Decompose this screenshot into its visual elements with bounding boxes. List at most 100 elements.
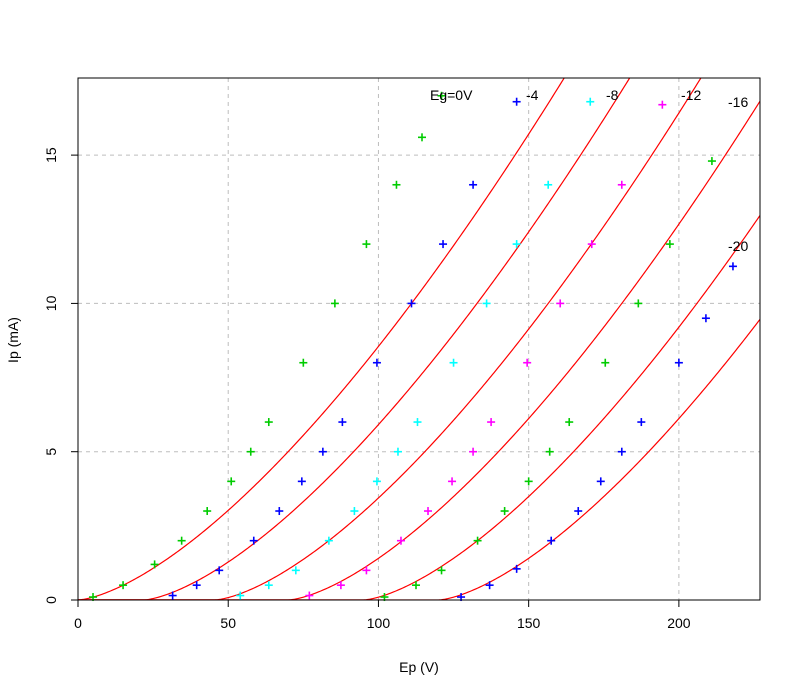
- data-point: [168, 591, 177, 600]
- data-point: [119, 581, 128, 590]
- y-axis-title: Ip (mA): [5, 317, 21, 363]
- curve-label: -4: [526, 87, 539, 103]
- data-point: [437, 91, 446, 100]
- y-tick-label: 10: [43, 295, 59, 311]
- fit-curve: [78, 215, 760, 600]
- data-point: [177, 536, 186, 545]
- data-point: [372, 477, 381, 486]
- data-point: [407, 299, 416, 308]
- data-point: [299, 358, 308, 367]
- data-point: [324, 536, 333, 545]
- data-point: [393, 447, 402, 456]
- curve-label: -12: [681, 87, 701, 103]
- y-tick-label: 5: [43, 448, 59, 456]
- data-point: [448, 477, 457, 486]
- data-point: [547, 536, 556, 545]
- data-point: [449, 358, 458, 367]
- data-points: [89, 91, 737, 602]
- data-point: [617, 447, 626, 456]
- fit-curve: [78, 78, 565, 600]
- data-point: [275, 507, 284, 516]
- y-tick-label: 15: [43, 147, 59, 163]
- data-point: [330, 299, 339, 308]
- data-point: [728, 262, 737, 271]
- data-point: [665, 240, 674, 249]
- data-point: [523, 358, 532, 367]
- data-point: [192, 581, 201, 590]
- data-point: [586, 97, 595, 106]
- grid-lines: [78, 78, 760, 600]
- data-point: [674, 358, 683, 367]
- fit-curve: [78, 100, 760, 600]
- data-point: [350, 507, 359, 516]
- data-point: [215, 566, 224, 575]
- data-point: [411, 581, 420, 590]
- fit-curves: [78, 78, 760, 600]
- data-point: [305, 591, 314, 600]
- data-point: [658, 100, 667, 109]
- data-point: [556, 299, 565, 308]
- fit-curve: [78, 318, 760, 600]
- data-point: [413, 418, 422, 427]
- data-point: [469, 447, 478, 456]
- curve-label: -8: [606, 87, 619, 103]
- data-point: [512, 564, 521, 573]
- data-point: [482, 299, 491, 308]
- data-point: [264, 418, 273, 427]
- data-point: [545, 447, 554, 456]
- data-point: [512, 240, 521, 249]
- y-tick-label: 0: [43, 596, 59, 604]
- data-point: [227, 477, 236, 486]
- fit-curve: [78, 78, 631, 600]
- data-point: [596, 477, 605, 486]
- data-point: [637, 418, 646, 427]
- data-point: [291, 566, 300, 575]
- data-point: [565, 418, 574, 427]
- data-point: [617, 180, 626, 189]
- data-point: [437, 566, 446, 575]
- data-point: [264, 581, 273, 590]
- data-point: [544, 180, 553, 189]
- data-point: [362, 566, 371, 575]
- data-point: [512, 97, 521, 106]
- data-point: [396, 536, 405, 545]
- curve-label: Eg=0V: [430, 87, 473, 103]
- data-point: [150, 560, 159, 569]
- data-point: [249, 536, 258, 545]
- fit-curve: [78, 78, 702, 600]
- data-point: [392, 180, 401, 189]
- data-point: [418, 133, 427, 142]
- data-point: [634, 299, 643, 308]
- data-point: [701, 314, 710, 323]
- data-point: [707, 157, 716, 166]
- data-point: [524, 477, 533, 486]
- data-point: [372, 358, 381, 367]
- data-point: [318, 447, 327, 456]
- data-point: [424, 507, 433, 516]
- data-point: [246, 447, 255, 456]
- data-point: [236, 591, 245, 600]
- x-tick-label: 150: [517, 615, 541, 631]
- data-point: [487, 418, 496, 427]
- data-point: [203, 507, 212, 516]
- data-point: [485, 581, 494, 590]
- data-point: [587, 240, 596, 249]
- data-point: [473, 536, 482, 545]
- data-point: [500, 507, 509, 516]
- data-point: [574, 507, 583, 516]
- x-axis-title: Ep (V): [399, 659, 439, 675]
- data-point: [601, 358, 610, 367]
- data-point: [338, 418, 347, 427]
- x-tick-label: 100: [367, 615, 391, 631]
- data-point: [336, 581, 345, 590]
- data-point: [362, 240, 371, 249]
- data-point: [469, 180, 478, 189]
- x-tick-label: 0: [74, 615, 82, 631]
- data-point: [297, 477, 306, 486]
- curve-label: -16: [728, 94, 748, 110]
- axes: 0 50 100 150 200 0 5 10 15: [43, 77, 761, 631]
- curve-labels: Eg=0V -4 -8 -12 -16 -20: [430, 87, 748, 254]
- x-tick-label: 200: [667, 615, 691, 631]
- plot-frame: [77, 77, 761, 601]
